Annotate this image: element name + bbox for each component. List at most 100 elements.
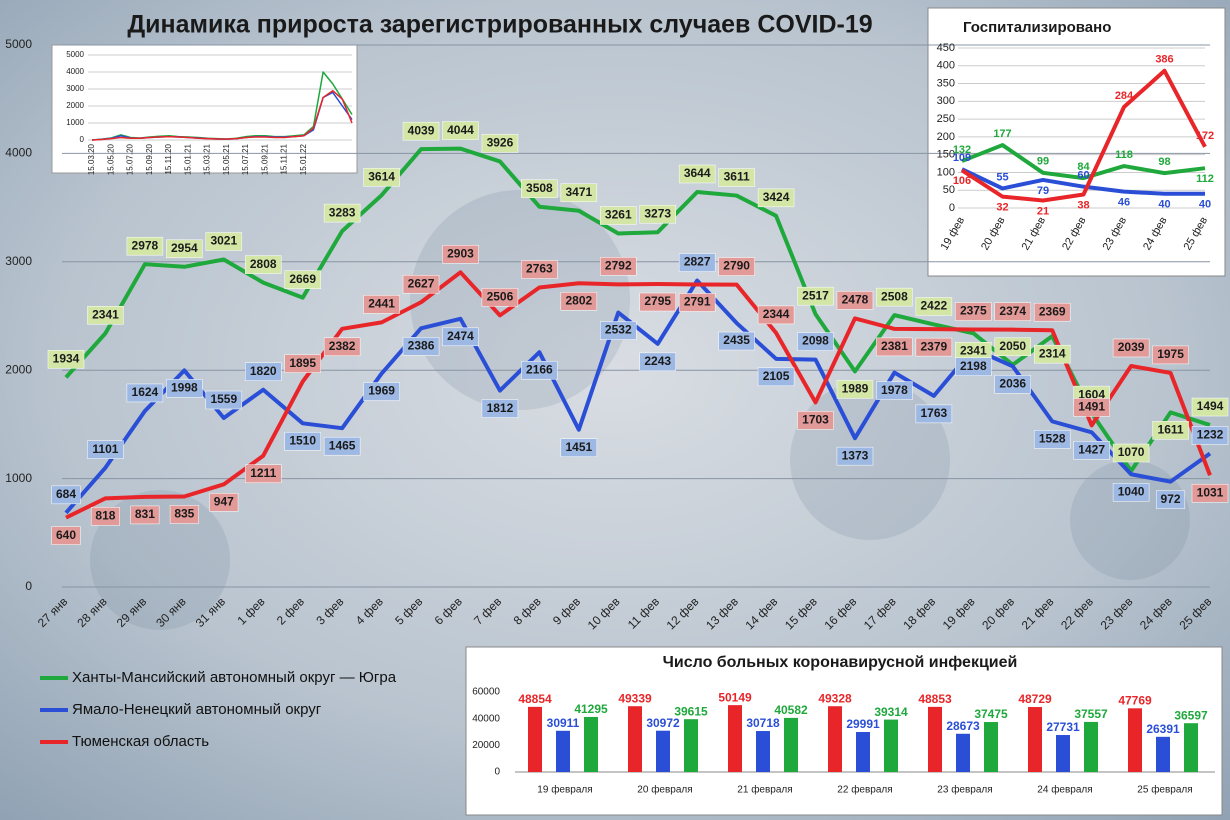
label-box (166, 379, 203, 398)
data-label: 118 (1115, 149, 1133, 161)
data-label: 109 (953, 152, 971, 164)
bar (528, 706, 542, 772)
label-box (51, 485, 81, 505)
label-box (363, 167, 400, 187)
label-box (442, 121, 479, 140)
label-box (284, 432, 321, 451)
data-label: 1604 (1078, 387, 1105, 401)
data-label: 2506 (487, 290, 514, 304)
data-label: 3021 (210, 234, 237, 248)
data-label: 41295 (574, 702, 608, 716)
data-label: 1975 (1157, 347, 1184, 361)
series-line (960, 68, 1207, 203)
data-label: 38 (1077, 199, 1089, 211)
label-box (1191, 397, 1229, 417)
label-box (600, 257, 637, 276)
series-line (65, 270, 1212, 520)
label-box (209, 493, 239, 512)
label-box (639, 292, 676, 312)
data-label: 3508 (526, 181, 553, 195)
data-label: 1969 (368, 384, 395, 398)
label-box (915, 297, 953, 316)
data-label: 2243 (644, 354, 671, 368)
y-tick-label: 2000 (5, 362, 32, 376)
bar (856, 732, 870, 772)
data-label: 2369 (1039, 304, 1066, 318)
data-label: 1427 (1078, 442, 1105, 456)
data-label: 2374 (999, 304, 1026, 318)
data-label: 2792 (605, 259, 632, 273)
data-label: 4044 (447, 123, 474, 137)
series-line (961, 143, 1206, 181)
label-box (126, 383, 164, 403)
label-box (994, 302, 1032, 321)
series-line (64, 146, 1211, 474)
label-box (797, 411, 834, 430)
label-box (915, 337, 953, 357)
data-label: 1510 (289, 433, 316, 447)
data-label: 2791 (684, 295, 711, 309)
label-box (166, 239, 203, 259)
y-tick-label: 40000 (472, 713, 500, 724)
y-tick-label: 0 (494, 767, 500, 778)
label-box (1033, 344, 1071, 364)
data-label: 1820 (250, 364, 277, 378)
label-box (323, 203, 361, 223)
y-tick-label: 200 (937, 131, 955, 143)
data-label: 2379 (921, 339, 948, 353)
y-tick-label: 2000 (66, 101, 84, 110)
y-tick-label: 50 (943, 184, 955, 196)
y-tick-label: 20000 (472, 740, 500, 751)
bar (884, 719, 898, 772)
label-box (994, 337, 1032, 357)
data-label: 27731 (1046, 720, 1080, 734)
label-box (244, 255, 282, 274)
y-tick-label: 300 (937, 95, 955, 107)
label-box (915, 404, 953, 424)
bar (1084, 721, 1098, 772)
data-label: 1465 (329, 438, 356, 452)
label-box (757, 367, 795, 387)
data-label: 30718 (746, 716, 780, 730)
data-label: 1528 (1039, 432, 1066, 446)
data-label: 1703 (802, 413, 829, 427)
x-tick-label: 20 февраля (637, 784, 692, 796)
label-box (402, 337, 440, 356)
bar (984, 722, 998, 772)
data-label: 2827 (684, 255, 711, 269)
x-tick-label: 19 февраля (537, 784, 592, 796)
x-tick-label: 15.09.21 (260, 143, 269, 175)
label-box (600, 206, 637, 225)
data-label: 2050 (999, 339, 1026, 353)
data-label: 40582 (774, 703, 808, 717)
y-tick-label: 100 (937, 166, 955, 178)
data-label: 29991 (846, 717, 880, 731)
data-label: 386 (1155, 54, 1173, 66)
label-box (442, 245, 479, 264)
data-label: 30911 (547, 716, 580, 730)
data-label: 1040 (1118, 484, 1145, 498)
data-label: 1978 (881, 383, 908, 397)
x-tick-label: 15.01.22 (299, 143, 308, 175)
data-label: 1989 (842, 382, 869, 396)
data-label: 26391 (1146, 722, 1180, 736)
label-box (1156, 490, 1186, 509)
label-box (757, 305, 795, 325)
x-tick-label: 15.03.20 (87, 143, 96, 175)
bar (1184, 723, 1198, 772)
data-label: 172 (1196, 130, 1214, 142)
data-label: 2422 (921, 299, 948, 313)
x-tick-label: 21 февраля (737, 784, 792, 796)
data-label: 1211 (250, 466, 276, 480)
data-label: 32 (996, 202, 1008, 214)
label-box (639, 204, 676, 224)
data-label: 46 (1118, 197, 1130, 209)
label-box (402, 121, 440, 141)
data-label: 106 (953, 175, 971, 187)
x-tick-label: 15.07.21 (241, 143, 250, 175)
y-tick-label: 60000 (472, 687, 500, 698)
data-label: 2381 (881, 339, 908, 353)
data-label: 2105 (763, 369, 790, 383)
data-label: 2039 (1118, 340, 1145, 354)
label-box (955, 302, 992, 321)
